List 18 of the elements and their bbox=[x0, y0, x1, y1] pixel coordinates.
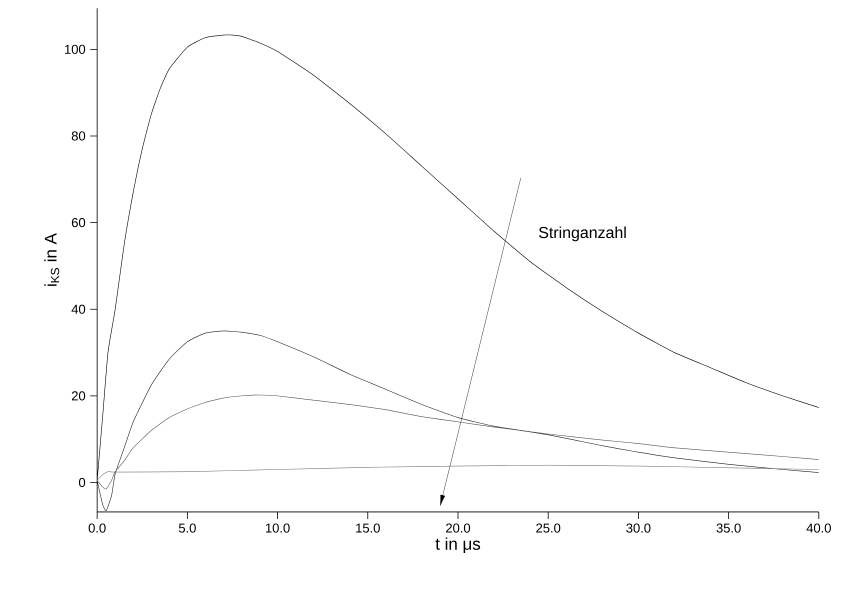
y-tick-label: 60 bbox=[72, 218, 86, 228]
x-tick-label: 0.0 bbox=[88, 523, 106, 533]
x-tick-label: 35.0 bbox=[716, 523, 741, 533]
x-tick-label: 5.0 bbox=[178, 523, 196, 533]
y-tick-label: 80 bbox=[72, 131, 86, 141]
x-axis-title: t in μs bbox=[435, 537, 480, 553]
x-tick-label: 30.0 bbox=[626, 523, 650, 533]
annotation: Stringanzahl bbox=[538, 226, 626, 242]
x-tick-label: 20.0 bbox=[446, 523, 470, 533]
y-tick-label: 0 bbox=[78, 478, 86, 488]
x-tick-label: 40.0 bbox=[806, 523, 831, 533]
x-tick-label: 10.0 bbox=[266, 523, 290, 533]
x-tick-label: 15.0 bbox=[356, 523, 380, 533]
y-tick-label: 20 bbox=[72, 391, 86, 400]
x-tick-label: 25.0 bbox=[536, 523, 560, 533]
y-axis-title: i$_{KS}$ in A bbox=[44, 233, 60, 286]
y-tick-label: 100 bbox=[65, 44, 86, 54]
y-tick-label: 40 bbox=[72, 304, 86, 314]
